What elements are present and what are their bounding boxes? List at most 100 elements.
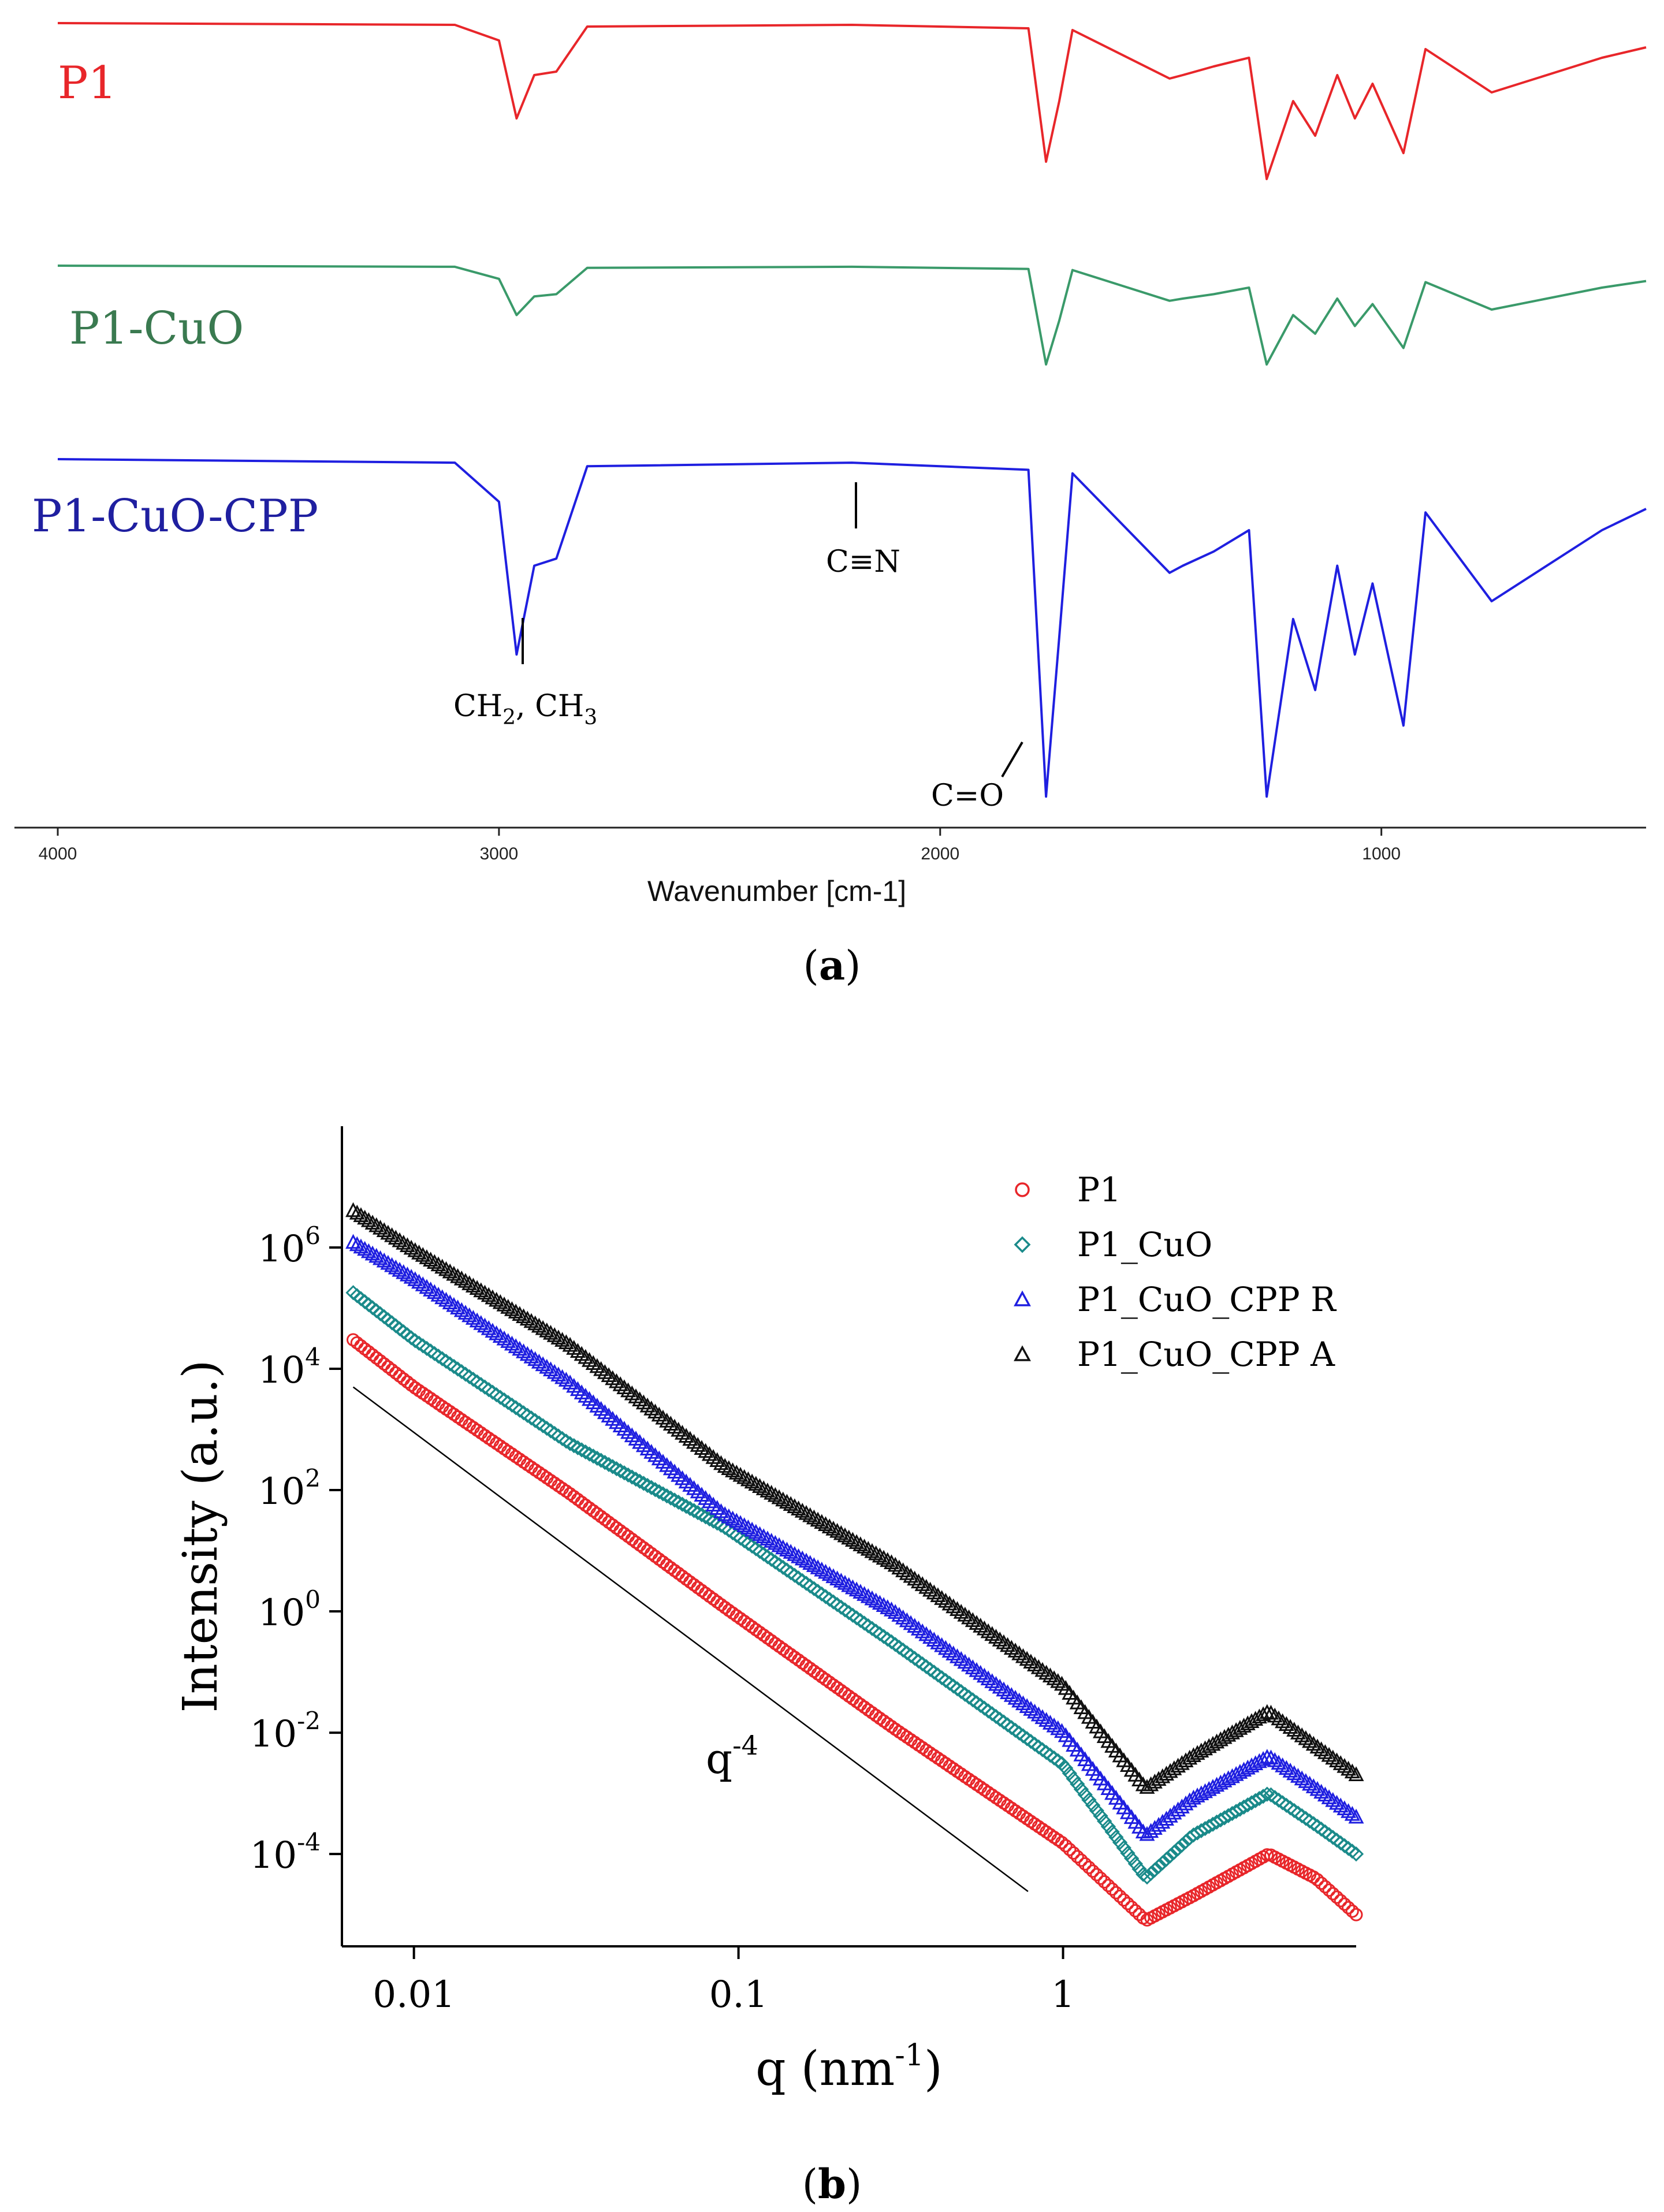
saxs-data-point: [910, 1573, 926, 1589]
saxs-data-point: [683, 1575, 697, 1589]
saxs-data-point: [1239, 1715, 1256, 1730]
saxs-data-point: [1019, 1698, 1035, 1713]
saxs-y-tick-label: 10-2: [250, 1707, 321, 1756]
ftir-x-tick-label: 1000: [1362, 844, 1401, 863]
saxs-data-point: [1244, 1713, 1260, 1728]
saxs-data-point: [489, 1325, 505, 1340]
saxs-data-point: [744, 1521, 760, 1537]
legend-label-p1-cuo: P1_CuO: [1077, 1225, 1212, 1264]
saxs-data-point: [861, 1703, 875, 1717]
saxs-data-point: [899, 1612, 915, 1628]
ftir-line-p1-cuo: [57, 265, 1647, 366]
saxs-data-point: [687, 1578, 701, 1592]
saxs-data-point: [457, 1305, 474, 1320]
saxs-data-point: [655, 1486, 671, 1502]
saxs-data-point: [1082, 1860, 1096, 1874]
ftir-x-tick-label: 4000: [39, 844, 77, 863]
q4-label: q-4: [706, 1730, 758, 1783]
saxs-data-point: [370, 1351, 384, 1365]
saxs-data-point: [407, 1333, 423, 1349]
saxs-data-point: [368, 1247, 385, 1263]
saxs-data-point: [535, 1418, 551, 1433]
saxs-data-point: [415, 1247, 431, 1262]
saxs-data-point: [434, 1289, 451, 1305]
saxs-data-point: [419, 1340, 435, 1356]
ftir-x-tick-label: 2000: [921, 844, 959, 863]
saxs-data-point: [953, 1651, 969, 1666]
saxs-data-point: [725, 1510, 741, 1526]
saxs-data-point: [1112, 1835, 1128, 1850]
saxs-data-point: [860, 1540, 876, 1556]
saxs-data-point: [1011, 1645, 1028, 1660]
saxs-data-point: [1113, 1889, 1127, 1903]
saxs-data-point: [725, 1462, 741, 1477]
saxs-data-point: [740, 1471, 756, 1487]
saxs-data-point: [857, 1586, 873, 1601]
saxs-data-point: [1330, 1890, 1343, 1904]
saxs-data-point: [941, 1643, 958, 1658]
saxs-data-point: [926, 1584, 942, 1600]
saxs-data-point: [825, 1521, 842, 1536]
saxs-data-point: [407, 1271, 423, 1286]
saxs-data-point: [798, 1505, 814, 1520]
saxs-data-point: [1317, 1744, 1333, 1759]
saxs-data-point: [496, 1392, 512, 1408]
saxs-data-point: [527, 1315, 544, 1331]
saxs-data-point: [446, 1358, 461, 1375]
saxs-data-point: [1038, 1712, 1055, 1727]
saxs-data-point: [1178, 1834, 1194, 1849]
ftir-series-group: [57, 22, 1647, 798]
saxs-data-point: [811, 1667, 825, 1681]
saxs-data-point: [922, 1581, 938, 1597]
legend-marker-p1-cuo-cpp-a: [1014, 1345, 1031, 1361]
saxs-data-point: [914, 1576, 930, 1591]
saxs-data-point: [930, 1634, 946, 1649]
saxs-data-point: [668, 1563, 682, 1577]
saxs-data-point: [496, 1296, 512, 1312]
series-label-p1: P1: [58, 57, 117, 109]
saxs-data-point: [446, 1265, 462, 1281]
ftir-line-p1: [57, 22, 1647, 180]
saxs-y-tick-label: 100: [258, 1585, 321, 1634]
saxs-series-p1-cuo-cpp-r: [345, 1234, 1364, 1841]
saxs-data-point: [453, 1302, 470, 1317]
saxs-data-point: [922, 1629, 938, 1644]
saxs-data-point: [1263, 1704, 1279, 1720]
saxs-data-point: [1344, 1805, 1360, 1821]
saxs-data-point: [481, 1287, 497, 1302]
saxs-data-point: [652, 1552, 666, 1566]
saxs-data-point: [858, 1700, 871, 1714]
saxs-data-point: [740, 1519, 756, 1535]
saxs-data-point: [1143, 1865, 1159, 1882]
saxs-data-point: [360, 1243, 377, 1258]
saxs-data-point: [1251, 1708, 1267, 1724]
saxs-data-point: [485, 1384, 501, 1400]
saxs-data-point: [531, 1317, 547, 1333]
saxs-data-point: [1263, 1787, 1279, 1803]
saxs-data-point: [1131, 1861, 1147, 1877]
saxs-data-point: [748, 1476, 764, 1491]
saxs-data-point: [1313, 1783, 1330, 1799]
saxs-data-point: [853, 1584, 869, 1599]
saxs-data-point: [450, 1299, 466, 1314]
saxs-data-point: [345, 1234, 362, 1249]
saxs-data-point: [1302, 1733, 1318, 1748]
saxs-data-point: [753, 1626, 766, 1639]
legend-marker-p1: [1015, 1182, 1030, 1197]
saxs-data-point: [559, 1433, 574, 1449]
saxs-data-point: [457, 1273, 474, 1288]
ftir-x-ticks: 4000 3000 2000 1000: [39, 828, 1401, 863]
saxs-data-point: [988, 1629, 1004, 1644]
legend-label-p1: P1: [1077, 1170, 1121, 1209]
saxs-data-point: [1228, 1722, 1244, 1737]
saxs-data-point: [652, 1484, 667, 1500]
saxs-data-point: [1286, 1722, 1302, 1737]
saxs-data-point: [457, 1366, 474, 1382]
saxs-data-point: [430, 1286, 446, 1302]
saxs-data-point: [512, 1402, 527, 1418]
saxs-data-point: [399, 1237, 415, 1253]
saxs-x-tick-label: 1: [1051, 1973, 1075, 2016]
saxs-data-point: [717, 1458, 733, 1473]
saxs-data-point: [1109, 1886, 1123, 1900]
saxs-data-point: [1124, 1850, 1140, 1866]
